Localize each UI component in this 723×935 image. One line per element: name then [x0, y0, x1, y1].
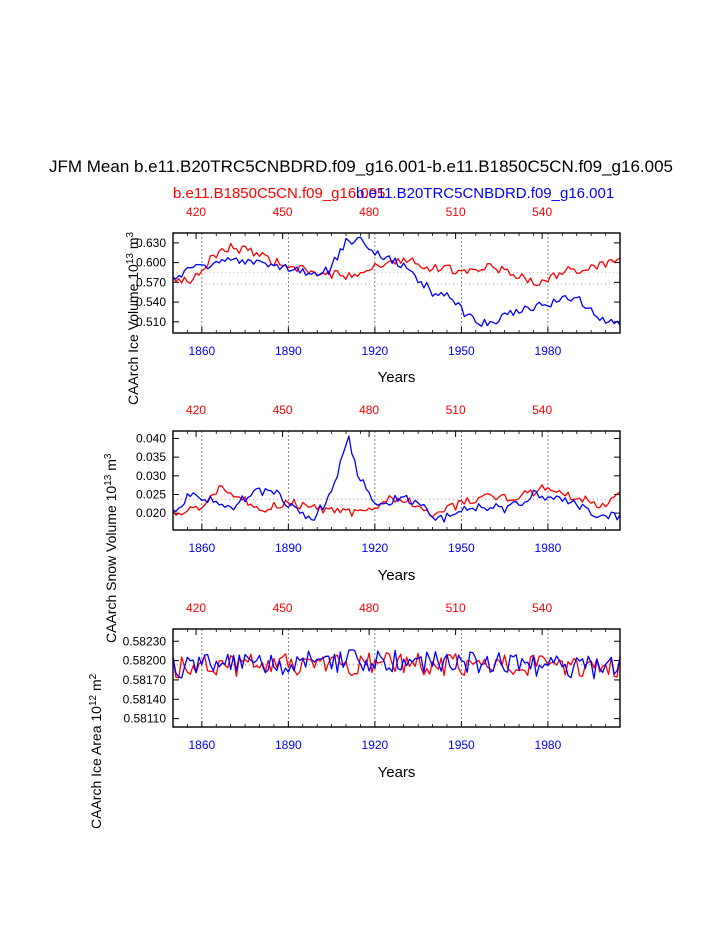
- series-line-blue: [172, 236, 621, 327]
- y-tick-label: 0.540: [136, 295, 166, 309]
- y-tick-label: 0.630: [136, 236, 166, 250]
- top-tick-label: 540: [532, 601, 552, 615]
- y-tick-label: 0.020: [136, 506, 166, 520]
- top-tick-label: 450: [273, 403, 293, 417]
- y-axis-title: CAArch Snow Volume 1013 m3: [103, 453, 120, 643]
- y-tick-label: 0.600: [136, 256, 166, 270]
- y-tick-label: 0.030: [136, 469, 166, 483]
- plot-frame: [172, 430, 621, 531]
- y-tick-label: 0.58230: [123, 634, 167, 648]
- y-tick-label: 0.58200: [123, 654, 167, 668]
- x-tick-label: 1860: [188, 344, 215, 358]
- figure-title: JFM Mean b.e11.B20TRC5CNBDRD.f09_g16.001…: [49, 157, 673, 176]
- x-tick-label: 1980: [535, 738, 562, 752]
- top-tick-label: 480: [359, 205, 379, 219]
- series-line-blue: [172, 435, 621, 523]
- y-tick-label: 0.58110: [124, 712, 167, 726]
- top-tick-label: 540: [532, 403, 552, 417]
- x-tick-label: 1980: [535, 344, 562, 358]
- y-axis-title: CAArch Ice Volume 1013 m3: [125, 231, 142, 405]
- chart-panel-3: 1860 1890 1920 1950 1980 420 450 480 510 540 0.581…: [88, 601, 621, 829]
- top-tick-label: 540: [532, 205, 552, 219]
- x-tick-label: 1890: [275, 344, 302, 358]
- x-axis-title: Years: [378, 764, 416, 781]
- x-tick-label: 1890: [275, 541, 302, 555]
- y-tick-label: 0.570: [136, 275, 166, 289]
- x-tick-label: 1860: [188, 541, 215, 555]
- series-line-red: [172, 484, 621, 518]
- x-tick-label: 1950: [448, 738, 475, 752]
- y-axis-title: CAArch Ice Area 1012 m2: [88, 673, 105, 829]
- top-tick-label: 510: [446, 403, 466, 417]
- chart-panel-1: 1860 1890 1920 1950 1980 420 450 480 510 540 0.510…: [125, 205, 621, 405]
- x-tick-label: 1980: [535, 541, 562, 555]
- plot-frame: [172, 628, 621, 728]
- x-tick-label: 1950: [448, 541, 475, 555]
- top-tick-label: 450: [273, 205, 293, 219]
- x-tick-label: 1890: [275, 738, 302, 752]
- top-tick-label: 480: [359, 403, 379, 417]
- plot-frame: [172, 232, 621, 334]
- y-tick-label: 0.025: [136, 488, 166, 502]
- x-axis-title: Years: [378, 369, 416, 386]
- x-tick-label: 1860: [188, 738, 215, 752]
- legend-red-label: b.e11.B1850C5CN.f09_g16.005: [173, 185, 385, 202]
- top-tick-label: 420: [186, 403, 206, 417]
- top-tick-label: 510: [446, 601, 466, 615]
- top-tick-label: 480: [359, 601, 379, 615]
- top-tick-label: 420: [186, 205, 206, 219]
- top-tick-label: 510: [446, 205, 466, 219]
- x-axis-title: Years: [378, 567, 416, 584]
- x-tick-label: 1920: [362, 541, 389, 555]
- y-tick-label: 0.035: [136, 450, 166, 464]
- y-tick-label: 0.58170: [123, 673, 167, 687]
- series-line-red: [172, 652, 621, 679]
- chart-panel-2: 1860 1890 1920 1950 1980 420 450 480 510 540 0.020…: [103, 403, 621, 643]
- y-tick-label: 0.58140: [123, 692, 167, 706]
- x-tick-label: 1950: [448, 344, 475, 358]
- y-tick-label: 0.510: [136, 315, 166, 329]
- x-tick-label: 1920: [362, 344, 389, 358]
- panels-group: 1860 1890 1920 1950 1980 420 450 480 510 540 0.510…: [88, 205, 621, 829]
- top-tick-label: 420: [186, 601, 206, 615]
- x-tick-label: 1920: [362, 738, 389, 752]
- legend-blue-label: b.e11.B20TRC5CNBDRD.f09_g16.001: [356, 185, 614, 202]
- top-tick-label: 450: [273, 601, 293, 615]
- y-tick-label: 0.040: [136, 431, 166, 445]
